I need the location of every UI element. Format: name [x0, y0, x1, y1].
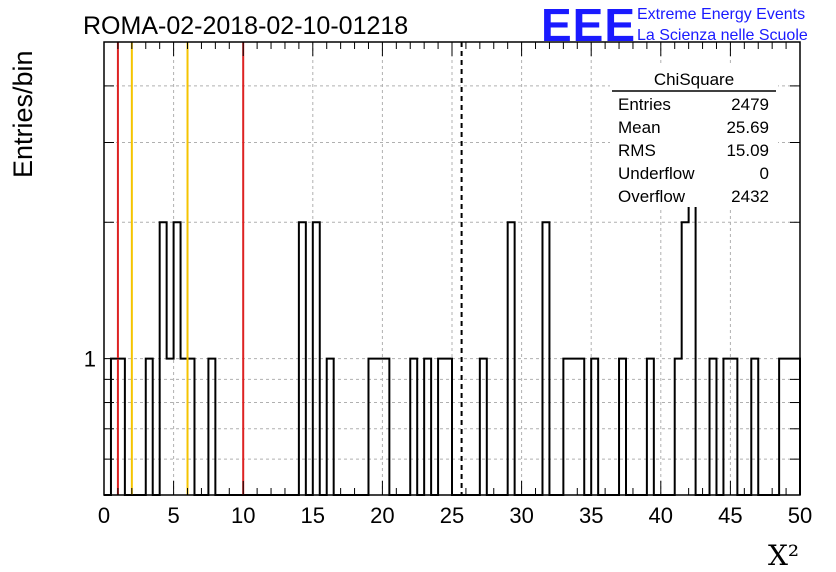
stats-mean-label: Mean [618, 118, 661, 137]
logo-line-1: Extreme Energy Events [637, 6, 805, 23]
x-tick-label: 5 [167, 503, 179, 528]
x-tick-label: 30 [509, 503, 533, 528]
reference-lines [116, 42, 463, 495]
stats-rms-label: RMS [618, 141, 656, 160]
y-tick-label: 1 [84, 347, 96, 372]
stats-entries-label: Entries [618, 95, 671, 114]
chart-title: ROMA-02-2018-02-10-01218 [83, 12, 408, 40]
x-tick-label: 50 [788, 503, 812, 528]
x-axis-ticks: 0 5 10 15 20 25 30 35 40 45 50 [98, 42, 812, 528]
stats-overflow-value: 2432 [731, 187, 769, 206]
x-tick-label: 0 [98, 503, 110, 528]
x-tick-label: 20 [370, 503, 394, 528]
stats-box: ChiSquare Entries 2479 Mean 25.69 RMS 15… [610, 66, 778, 207]
x-tick-label: 15 [301, 503, 325, 528]
y-axis-label: Entries/bin [8, 50, 38, 178]
stats-rms-value: 15.09 [726, 141, 769, 160]
stats-entries-value: 2479 [731, 95, 769, 114]
stats-underflow-value: 0 [760, 164, 769, 183]
stats-title: ChiSquare [654, 70, 734, 89]
x-tick-label: 10 [231, 503, 255, 528]
x-tick-label: 25 [440, 503, 464, 528]
logo-mark: EEE [541, 0, 636, 51]
stats-overflow-label: Overflow [618, 187, 686, 206]
x-tick-label: 40 [649, 503, 673, 528]
logo-line-2: La Scienza nelle Scuole [637, 27, 808, 44]
stats-mean-value: 25.69 [726, 118, 769, 137]
x-tick-label: 45 [718, 503, 742, 528]
stats-underflow-label: Underflow [618, 164, 695, 183]
x-axis-label: X² [768, 539, 799, 572]
y-axis-ticks: 1 [84, 85, 800, 460]
x-tick-label: 35 [579, 503, 603, 528]
eee-logo: EEE Extreme Energy Events La Scienza nel… [541, 0, 808, 51]
